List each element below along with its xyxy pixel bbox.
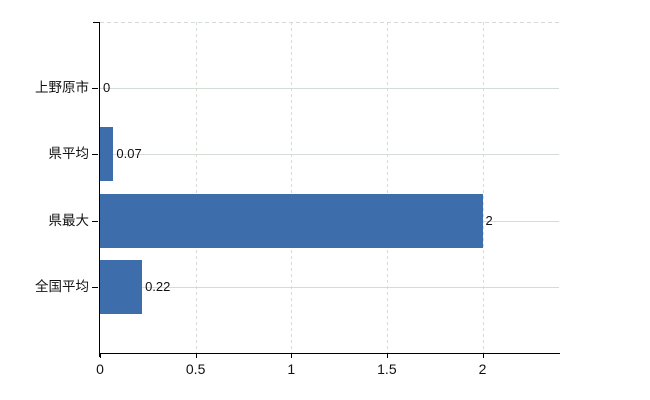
- x-tick: [291, 354, 293, 358]
- x-gridline: [386, 22, 388, 353]
- x-tick-label: 0: [96, 361, 104, 377]
- x-tick: [482, 354, 484, 358]
- bar-value-label: 0.22: [145, 278, 171, 294]
- x-tick-label: 0.5: [185, 361, 206, 377]
- bar-value-label: 0.07: [116, 146, 142, 162]
- x-gridline: [291, 22, 293, 353]
- bar-value-label: 0: [103, 80, 111, 96]
- axis-top-tick: [93, 22, 100, 23]
- bar-value-label: 2: [485, 212, 493, 228]
- x-gridline: [482, 22, 484, 353]
- bar: [100, 127, 114, 182]
- y-gridline: [100, 88, 559, 90]
- category-label: 全国平均: [35, 278, 89, 294]
- category-label: 県平均: [48, 146, 90, 162]
- x-tick-label: 1: [287, 361, 296, 377]
- bar: [100, 259, 143, 314]
- x-tick-label: 1.5: [377, 361, 397, 377]
- x-tick: [386, 354, 388, 358]
- plot-top-border: [100, 22, 559, 23]
- category-label: 県最大: [48, 212, 90, 228]
- x-tick: [195, 354, 197, 358]
- category-tick: [92, 220, 98, 222]
- x-axis-line: [99, 353, 560, 354]
- category-tick: [92, 88, 98, 90]
- category-tick: [92, 154, 98, 156]
- x-tick-label: 2: [478, 361, 487, 377]
- category-label: 上野原市: [35, 80, 89, 96]
- y-gridline: [100, 154, 559, 156]
- x-gridline: [195, 22, 197, 353]
- y-axis-line: [99, 22, 100, 357]
- category-tick: [92, 286, 98, 288]
- x-tick: [100, 354, 101, 358]
- y-gridline: [100, 286, 559, 288]
- bar: [100, 193, 483, 248]
